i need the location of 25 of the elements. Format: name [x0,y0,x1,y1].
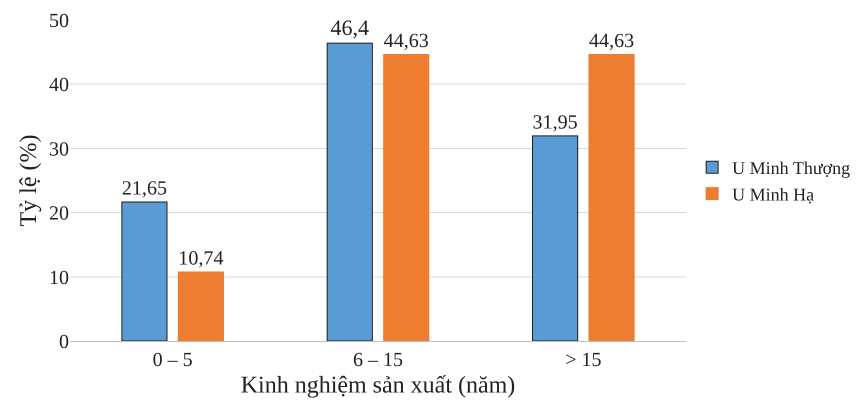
y-axis-title: Tỷ lệ (%) [16,134,42,226]
legend-label: U Minh Hạ [732,184,814,205]
x-axis-title: Kinh nghiệm sản xuất (năm) [240,372,516,398]
bar [383,54,430,341]
y-tick-label: 50 [49,10,69,32]
y-tick-label: 30 [49,138,69,160]
y-tick-label: 20 [49,202,69,225]
data-label: 31,95 [532,111,578,134]
y-tick-label: 40 [49,74,69,96]
bar [121,202,168,341]
data-label: 46,4 [330,15,370,40]
data-label: 10,74 [178,247,224,270]
y-tick-label: 10 [49,266,69,289]
data-label: 21,65 [122,177,168,200]
bar [326,42,373,341]
data-label: 44,63 [384,30,429,52]
x-tick-label: > 15 [565,349,602,371]
x-tick-label: 6 – 15 [353,349,403,371]
data-label: 44,63 [588,30,634,52]
x-tick-label: 0 – 5 [152,349,193,371]
y-tick-label: 0 [59,331,69,353]
bar [588,54,635,341]
legend-label: U Minh Thượng [732,158,850,178]
bar [178,272,224,341]
bar [532,135,578,341]
